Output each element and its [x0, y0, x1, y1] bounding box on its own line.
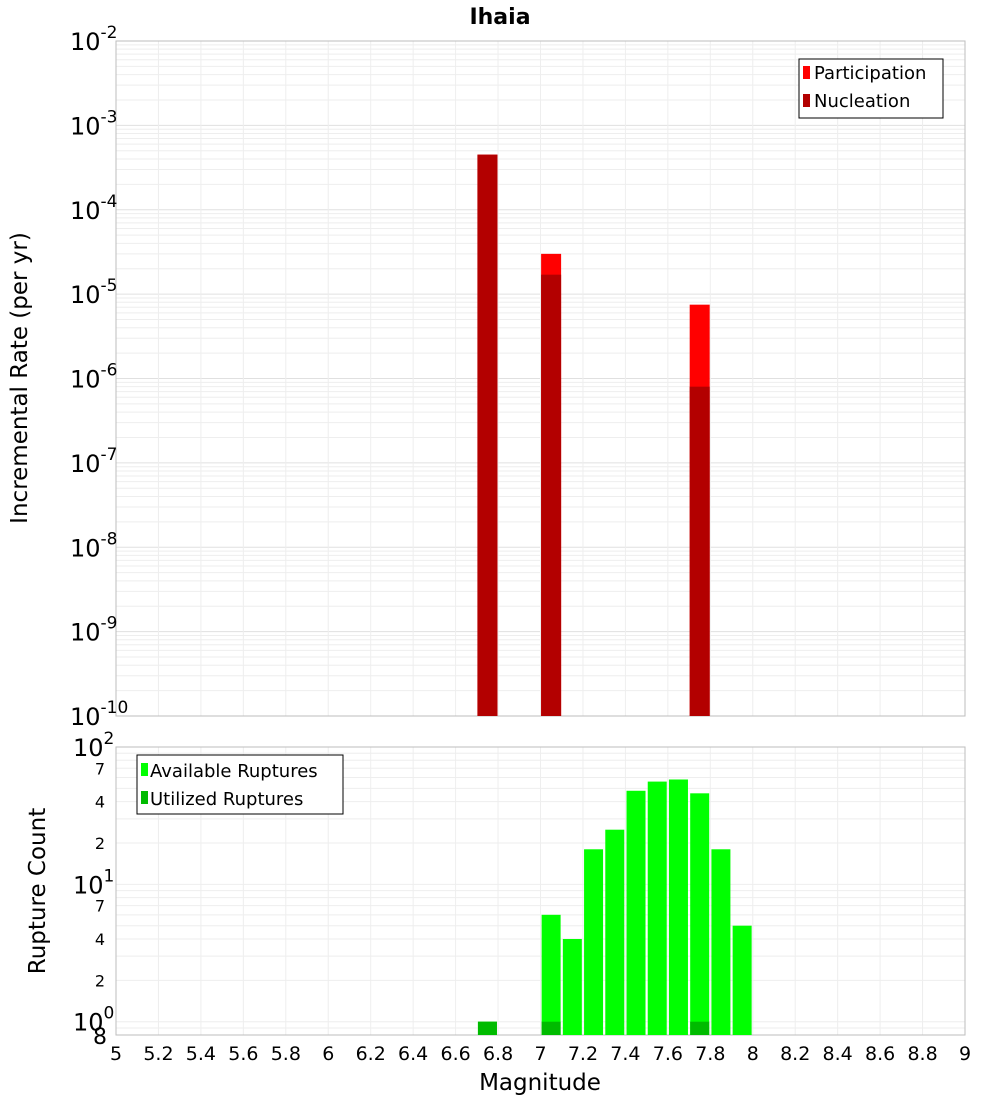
bottom-y-axis-label: Rupture Count [25, 808, 51, 974]
nucleation-swatch [803, 94, 810, 107]
top-y-tick-label: 10-8 [70, 529, 118, 562]
x-tick-label: 8.8 [907, 1043, 937, 1065]
top-y-tick-label: 10-5 [70, 276, 118, 309]
x-tick-labels: 5 5.2 5.4 5.6 5.8 6 6.2 6.4 6.6 6.8 7 7.2 7.4 7.6 7.8 8… [110, 1043, 971, 1065]
bottom-y-major-tick-label: 100 [73, 1004, 114, 1037]
top-grid [115, 41, 966, 717]
bottom-y-minor-tick-label: 4 [95, 793, 105, 812]
available-ruptures-bar [584, 849, 604, 1035]
utilized-ruptures-bar [541, 1021, 561, 1035]
top-y-tick-label: 10-3 [70, 107, 118, 140]
nucleation-bar [477, 154, 498, 716]
participation-swatch [803, 66, 810, 79]
legend-available-ruptures-label: Available Ruptures [150, 761, 318, 782]
x-tick-label: 6 [322, 1043, 334, 1065]
x-tick-label: 9 [959, 1043, 971, 1065]
nucleation-bar [689, 386, 710, 716]
top-y-tick-label: 10-2 [70, 23, 118, 56]
legend-participation-label: Participation [814, 63, 926, 84]
bottom-y-minor-tick-label: 7 [95, 897, 105, 916]
chart-title: Ihaia [469, 5, 530, 30]
x-tick-label: 5 [110, 1043, 122, 1065]
nucleation-bar [541, 274, 562, 716]
bottom-y-major-tick-label: 102 [73, 729, 114, 762]
x-tick-label: 8.2 [780, 1043, 810, 1065]
bottom-y-major-tick-label: 101 [73, 866, 114, 899]
available-ruptures-bar [541, 914, 561, 1035]
available-ruptures-bar [647, 781, 667, 1035]
top-y-axis-label: Incremental Rate (per yr) [7, 232, 33, 524]
top-legend-box [798, 58, 944, 119]
x-tick-label: 7.4 [610, 1043, 640, 1065]
available-ruptures-bar [605, 829, 625, 1035]
x-tick-label: 7 [534, 1043, 546, 1065]
x-tick-label: 5.6 [228, 1043, 258, 1065]
bottom-y-minor-tick-label: 7 [95, 759, 105, 778]
utilized-ruptures-bar [690, 1021, 710, 1035]
x-tick-label: 6.6 [440, 1043, 470, 1065]
utilized-ruptures-swatch [141, 791, 148, 804]
available-ruptures-bar [690, 793, 710, 1035]
x-tick-label: 8 [747, 1043, 759, 1065]
x-tick-label: 7.6 [653, 1043, 683, 1065]
x-tick-label: 6.2 [356, 1043, 386, 1065]
x-tick-label: 6.4 [398, 1043, 428, 1065]
bottom-legend-box [136, 754, 344, 815]
x-tick-label: 7.2 [568, 1043, 598, 1065]
top-y-tick-labels: 10-10 10-9 10-8 10-7 10-6 10-5 10-4 10-3 10-2 [70, 23, 128, 731]
top-y-tick-label: 10-6 [70, 361, 118, 394]
top-plot-frame [115, 40, 966, 717]
top-legend: Participation Nucleation [798, 58, 944, 119]
bottom-y-minor-tick-label: 2 [95, 834, 105, 853]
available-ruptures-swatch [141, 763, 148, 776]
top-y-tick-label: 10-10 [70, 698, 128, 731]
legend-nucleation-label: Nucleation [814, 91, 910, 112]
x-tick-label: 5.4 [186, 1043, 216, 1065]
x-tick-label: 6.8 [483, 1043, 513, 1065]
bottom-bars [477, 779, 752, 1035]
bottom-plot-frame [115, 746, 966, 1036]
available-ruptures-bar [626, 790, 646, 1035]
top-y-tick-label: 10-9 [70, 614, 118, 647]
bottom-y-minor-tick-label: 2 [95, 971, 105, 990]
x-axis-label: Magnitude [479, 1070, 601, 1096]
x-tick-label: 7.8 [695, 1043, 725, 1065]
x-tick-label: 8.6 [865, 1043, 895, 1065]
bottom-y-minor-tick-label: 4 [95, 930, 105, 949]
utilized-ruptures-bar [477, 1021, 497, 1035]
top-y-tick-label: 10-4 [70, 192, 118, 225]
x-tick-label: 5.8 [271, 1043, 301, 1065]
available-ruptures-bar [562, 939, 582, 1035]
bottom-y-minor-tick-label: 8 [93, 1025, 107, 1050]
top-bars [477, 154, 710, 716]
x-tick-label: 5.2 [143, 1043, 173, 1065]
bottom-legend: Available Ruptures Utilized Ruptures [136, 754, 344, 815]
available-ruptures-bar [711, 849, 731, 1035]
available-ruptures-bar [732, 925, 752, 1035]
legend-utilized-ruptures-label: Utilized Ruptures [150, 789, 303, 810]
top-y-tick-label: 10-7 [70, 445, 118, 478]
available-ruptures-bar [668, 779, 688, 1035]
x-tick-label: 8.4 [823, 1043, 853, 1065]
